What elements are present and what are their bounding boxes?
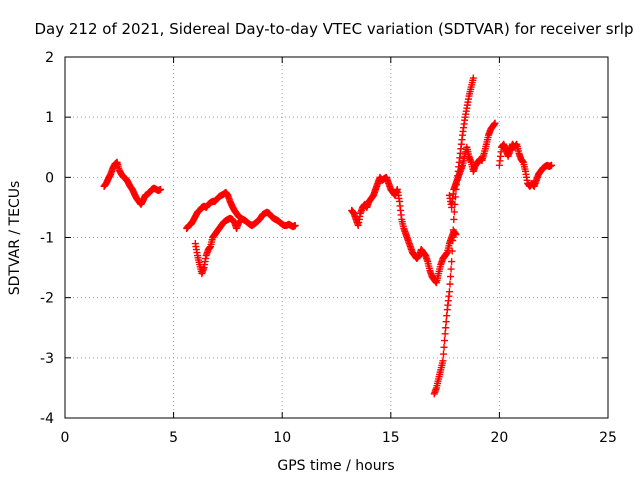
y-tick-label: 1 bbox=[45, 110, 54, 126]
series-segment-3 bbox=[191, 214, 245, 278]
x-axis-label: GPS time / hours bbox=[277, 458, 394, 474]
data-point bbox=[446, 280, 454, 288]
y-tick-label: -2 bbox=[40, 291, 54, 307]
data-point bbox=[291, 221, 299, 229]
x-tick-label: 25 bbox=[599, 430, 617, 446]
data-point bbox=[157, 185, 165, 193]
y-tick-label: 2 bbox=[45, 50, 54, 66]
x-tick-label: 20 bbox=[490, 430, 508, 446]
data-point bbox=[442, 324, 450, 332]
data-point bbox=[448, 258, 456, 266]
data-point bbox=[452, 230, 460, 238]
data-point bbox=[441, 330, 449, 338]
data-point bbox=[447, 265, 455, 273]
series-segment-6 bbox=[445, 119, 499, 211]
data-point bbox=[442, 318, 450, 326]
plot-frame bbox=[64, 56, 609, 419]
data-point bbox=[447, 273, 455, 281]
x-tick-label: 5 bbox=[169, 430, 178, 446]
data-point bbox=[440, 343, 448, 351]
data-point bbox=[445, 288, 453, 296]
y-axis: -4 -3 -2 -1 0 1 2 bbox=[40, 50, 608, 427]
y-tick-label: -1 bbox=[40, 231, 54, 247]
data-point bbox=[450, 208, 458, 216]
data-point bbox=[450, 215, 458, 223]
data-point bbox=[548, 161, 556, 169]
data-point bbox=[237, 217, 245, 225]
series-segment-2 bbox=[183, 188, 299, 232]
data-point bbox=[448, 247, 456, 255]
data-point bbox=[469, 74, 477, 82]
y-axis-label: SDTVAR / TECUs bbox=[7, 181, 23, 296]
y-tick-label: -3 bbox=[40, 351, 54, 367]
y-tick-label: 0 bbox=[45, 170, 54, 186]
x-tick-label: 0 bbox=[61, 430, 70, 446]
series-segment-7 bbox=[495, 140, 556, 190]
data-series bbox=[100, 74, 556, 398]
chart-title: Day 212 of 2021, Sidereal Day-to-day VTE… bbox=[35, 20, 634, 38]
data-point bbox=[439, 357, 447, 365]
series-segment-1 bbox=[100, 158, 165, 208]
series-segment-4 bbox=[348, 173, 460, 287]
y-tick-label: -4 bbox=[40, 411, 54, 427]
data-point bbox=[441, 337, 449, 345]
x-axis: 0 5 10 15 20 25 bbox=[61, 57, 617, 446]
data-point bbox=[449, 237, 457, 245]
data-point bbox=[443, 312, 451, 320]
grid bbox=[65, 57, 608, 418]
x-tick-label: 15 bbox=[382, 430, 400, 446]
data-point bbox=[491, 119, 499, 127]
x-tick-label: 10 bbox=[273, 430, 291, 446]
data-point bbox=[439, 350, 447, 358]
data-point bbox=[449, 226, 457, 234]
